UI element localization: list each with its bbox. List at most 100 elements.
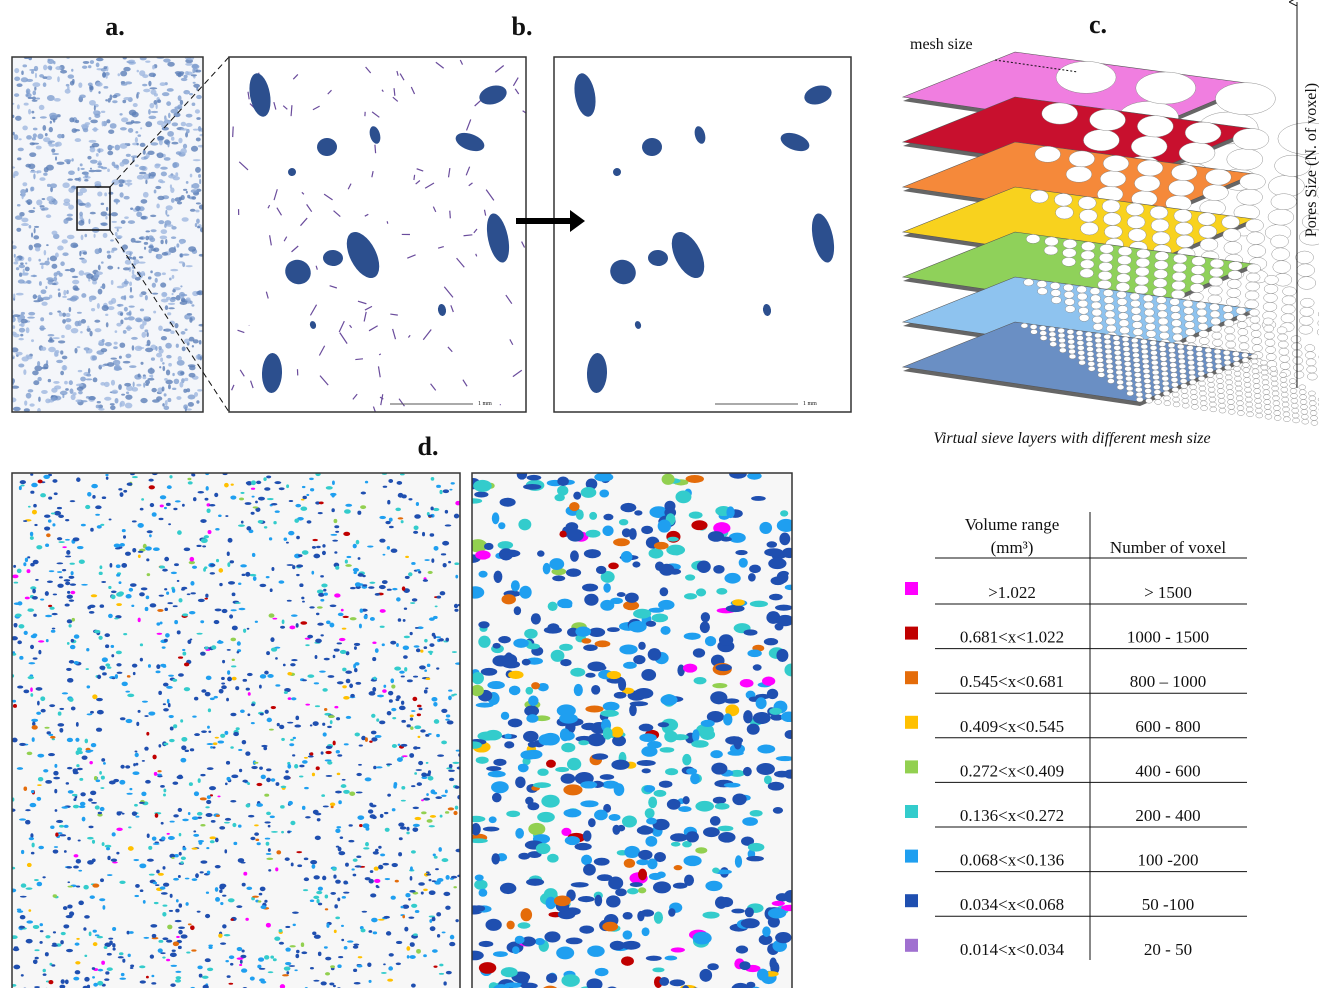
mesh-hole [1205, 353, 1212, 358]
pore [275, 782, 279, 786]
pore [92, 694, 97, 699]
pore [523, 731, 538, 742]
mesh-hole [1196, 352, 1203, 357]
mesh-hole [1163, 386, 1170, 391]
pore [243, 872, 247, 876]
pore [166, 205, 173, 210]
pore [349, 684, 353, 689]
pore [26, 327, 30, 333]
pore [357, 965, 363, 968]
pore [339, 638, 346, 641]
pore [148, 172, 150, 177]
pore [148, 109, 151, 115]
pore [188, 812, 191, 815]
pore [120, 765, 124, 769]
pore [533, 782, 551, 788]
mesh-hole [1268, 209, 1294, 225]
pore [518, 922, 531, 928]
pore [492, 512, 500, 524]
mesh-hole [1179, 369, 1186, 374]
pore [49, 337, 52, 341]
mesh-hole [1106, 318, 1116, 325]
pore [90, 147, 96, 152]
mesh-hole [1217, 388, 1224, 393]
pore [379, 516, 386, 519]
pore [198, 599, 205, 602]
pore [346, 556, 351, 558]
mesh-hole [1280, 377, 1287, 382]
pore [465, 741, 482, 748]
pore [465, 951, 483, 961]
pore [689, 512, 703, 519]
pore [101, 776, 105, 780]
mesh-hole [1067, 329, 1074, 334]
mesh-hole [1105, 344, 1112, 349]
pore [172, 388, 176, 390]
pore [208, 530, 212, 534]
pore [301, 499, 305, 501]
mesh-hole [1143, 369, 1150, 374]
pore [445, 906, 450, 910]
mesh-hole [1107, 369, 1114, 374]
pore [639, 733, 656, 742]
pore [156, 353, 162, 358]
pore [81, 259, 87, 264]
pore [190, 748, 194, 751]
pore [208, 708, 211, 712]
pore [30, 473, 33, 475]
pore [235, 602, 241, 604]
pore [281, 831, 284, 834]
pore [27, 863, 32, 867]
pore [123, 633, 127, 635]
pore [107, 362, 114, 367]
mesh-hole [1132, 348, 1139, 353]
pore [356, 856, 361, 859]
pore [622, 815, 637, 827]
mesh-hole [1087, 356, 1094, 361]
pore [180, 241, 184, 245]
pore [53, 200, 58, 205]
pore [36, 712, 41, 715]
pore [145, 384, 149, 386]
mesh-hole [1233, 361, 1240, 366]
mesh-hole [1212, 332, 1222, 339]
pore [64, 381, 68, 385]
pore [136, 384, 141, 387]
mesh-hole [1136, 397, 1143, 402]
pore [386, 931, 391, 935]
pore [49, 570, 55, 572]
mesh-hole [1156, 297, 1166, 304]
mesh-hole [1210, 259, 1224, 268]
pore [466, 586, 484, 598]
pore [185, 750, 190, 752]
pore [436, 667, 439, 669]
voxel-range: 20 - 50 [1144, 940, 1192, 959]
pore [62, 569, 66, 571]
pore [94, 630, 100, 633]
pore [723, 713, 732, 725]
pore [175, 909, 179, 913]
pore [40, 923, 43, 926]
pore [87, 156, 91, 160]
mesh-hole [1140, 339, 1147, 344]
pore [90, 791, 96, 796]
pore [29, 152, 36, 157]
pore [642, 927, 650, 936]
pore [255, 839, 259, 841]
pore [252, 496, 255, 498]
pore [168, 113, 171, 118]
pore [113, 346, 118, 349]
pore [176, 243, 179, 247]
pore [335, 880, 341, 884]
pore [211, 820, 216, 823]
fiber [291, 105, 292, 116]
pore [484, 730, 502, 740]
mesh-hole [1068, 339, 1075, 344]
pore [55, 66, 61, 70]
pore [557, 486, 568, 496]
caption: Virtual sieve layers with different mesh… [933, 430, 1210, 447]
pore [762, 676, 775, 685]
mesh-hole [1225, 327, 1235, 334]
pore [19, 818, 26, 820]
pore [380, 609, 386, 613]
